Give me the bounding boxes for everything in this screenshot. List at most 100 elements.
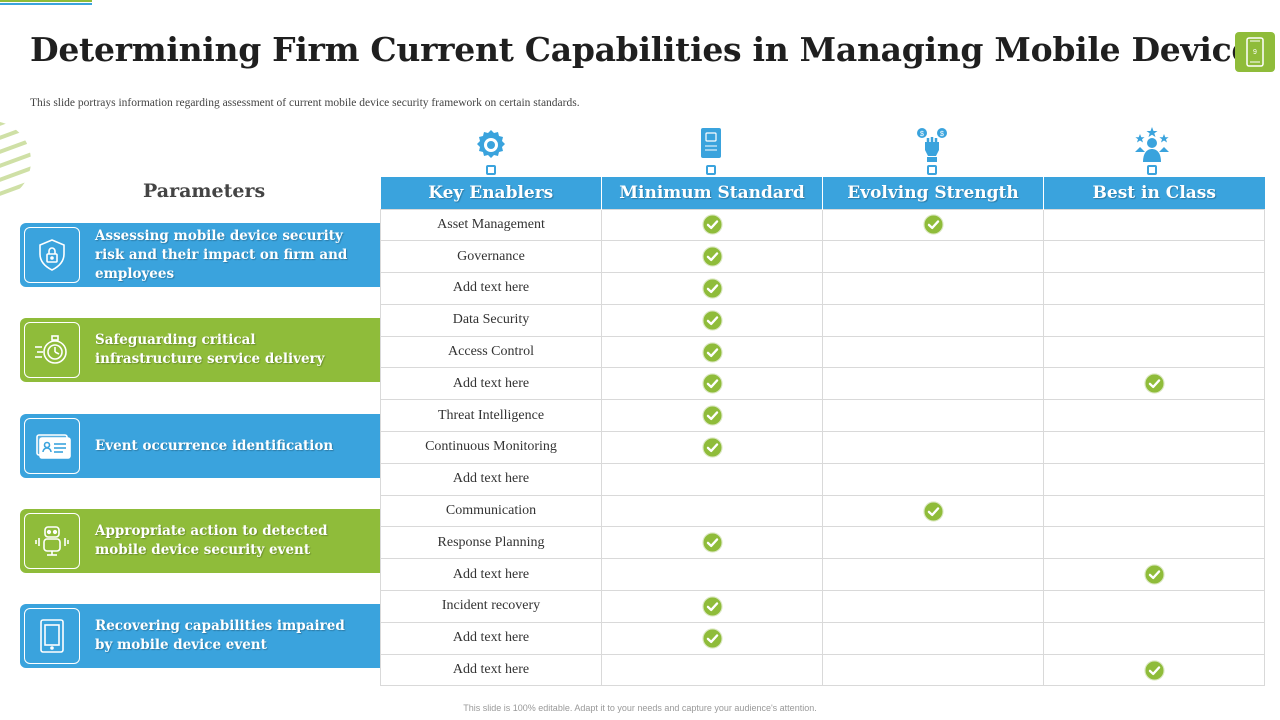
evolving-strength-cell bbox=[822, 653, 1044, 687]
table-row: Data Security bbox=[380, 303, 1265, 337]
header-minimum-standard: Minimum Standard bbox=[601, 177, 823, 209]
key-enabler-cell: Governance bbox=[380, 240, 602, 274]
header-evolving-strength: Evolving Strength bbox=[822, 177, 1044, 209]
minimum-standard-cell bbox=[601, 590, 823, 623]
best-in-class-cell bbox=[1043, 240, 1265, 274]
check-icon bbox=[701, 437, 723, 458]
header-best-in-class: Best in Class bbox=[1043, 177, 1265, 209]
column-icon-best-in-class bbox=[1132, 126, 1172, 175]
minimum-standard-cell bbox=[601, 272, 823, 305]
minimum-standard-cell bbox=[601, 526, 823, 560]
parameter-card-1: Assessing mobile device security risk an… bbox=[20, 223, 380, 287]
check-icon bbox=[922, 214, 944, 236]
column-connector-dot bbox=[486, 165, 496, 175]
best-in-class-cell bbox=[1043, 399, 1265, 433]
minimum-standard-cell bbox=[601, 431, 823, 464]
capabilities-table: Key Enablers Minimum Standard Evolving S… bbox=[380, 177, 1265, 687]
parameter-icon-box bbox=[24, 608, 80, 664]
table-row: Add text here bbox=[380, 462, 1265, 496]
tablet-icon bbox=[40, 619, 64, 653]
best-in-class-cell bbox=[1043, 208, 1265, 242]
table-row: Add text here bbox=[380, 653, 1265, 687]
parameter-icon-box bbox=[24, 322, 80, 378]
check-icon bbox=[701, 596, 723, 617]
parameter-text: Safeguarding critical infrastructure ser… bbox=[95, 332, 325, 367]
minimum-standard-cell bbox=[601, 303, 823, 337]
brain-gear-icon bbox=[477, 130, 505, 158]
column-connector-dot bbox=[927, 165, 937, 175]
best-in-class-cell bbox=[1043, 303, 1265, 337]
evolving-strength-cell bbox=[822, 240, 1044, 274]
parameter-text: Assessing mobile device security risk an… bbox=[95, 227, 348, 282]
phone-icon: 9 bbox=[1246, 37, 1264, 67]
id-card-icon bbox=[36, 434, 71, 459]
shield-lock-icon bbox=[39, 239, 65, 271]
best-in-class-cell bbox=[1043, 367, 1265, 401]
check-icon bbox=[1143, 564, 1165, 585]
parameter-card-5: Recovering capabilities impaired by mobi… bbox=[20, 604, 380, 668]
table-header-row: Key Enablers Minimum Standard Evolving S… bbox=[380, 177, 1265, 209]
best-in-class-cell bbox=[1043, 526, 1265, 560]
table-body: Asset Management Governance Add text here D… bbox=[380, 208, 1265, 687]
key-enabler-cell: Add text here bbox=[380, 462, 602, 496]
table-row: Response Planning bbox=[380, 526, 1265, 560]
page-subtitle: This slide portrays information regardin… bbox=[30, 97, 580, 109]
accent-line-green bbox=[0, 0, 92, 2]
check-icon bbox=[701, 278, 723, 299]
stopwatch-icon bbox=[35, 335, 67, 364]
page-title: Determining Firm Current Capabilities in… bbox=[30, 30, 1271, 69]
column-connector-dot bbox=[1147, 165, 1157, 175]
evolving-strength-cell bbox=[822, 526, 1044, 560]
key-enabler-cell: Add text here bbox=[380, 272, 602, 305]
robot-icon bbox=[35, 526, 69, 556]
table-row: Incident recovery bbox=[380, 590, 1265, 623]
parameter-card-3: Event occurrence identification bbox=[20, 414, 380, 478]
check-icon bbox=[701, 214, 723, 236]
parameter-icon-box bbox=[24, 418, 80, 474]
key-enabler-cell: Add text here bbox=[380, 653, 602, 687]
decorative-striped-circle bbox=[0, 121, 31, 201]
table-row: Access Control bbox=[380, 335, 1265, 369]
minimum-standard-cell bbox=[601, 208, 823, 242]
check-icon bbox=[1143, 659, 1165, 681]
key-enabler-cell: Asset Management bbox=[380, 208, 602, 242]
table-row: Communication bbox=[380, 494, 1265, 528]
minimum-standard-cell bbox=[601, 335, 823, 369]
check-icon bbox=[701, 628, 723, 649]
evolving-strength-cell bbox=[822, 272, 1044, 305]
parameter-card-4: Appropriate action to detected mobile de… bbox=[20, 509, 380, 573]
svg-text:$: $ bbox=[940, 131, 944, 138]
check-icon bbox=[701, 341, 723, 363]
check-icon bbox=[922, 500, 944, 522]
check-icon bbox=[701, 310, 723, 331]
team-star-icon bbox=[1135, 127, 1169, 162]
minimum-standard-cell bbox=[601, 653, 823, 687]
book-icon bbox=[701, 128, 721, 158]
page-number: 9 bbox=[1253, 49, 1257, 56]
minimum-standard-cell bbox=[601, 494, 823, 528]
parameters-heading: Parameters bbox=[143, 180, 266, 202]
key-enabler-cell: Add text here bbox=[380, 558, 602, 592]
svg-text:$: $ bbox=[920, 131, 924, 138]
minimum-standard-cell bbox=[601, 558, 823, 592]
best-in-class-cell bbox=[1043, 494, 1265, 528]
minimum-standard-cell bbox=[601, 462, 823, 496]
evolving-strength-cell bbox=[822, 462, 1044, 496]
evolving-strength-cell bbox=[822, 431, 1044, 464]
hand-coins-icon: $ $ bbox=[917, 128, 947, 162]
parameter-icon-box bbox=[24, 227, 80, 283]
best-in-class-cell bbox=[1043, 335, 1265, 369]
check-icon bbox=[701, 246, 723, 267]
parameter-icon-box bbox=[24, 513, 80, 569]
key-enabler-cell: Data Security bbox=[380, 303, 602, 337]
key-enabler-cell: Threat Intelligence bbox=[380, 399, 602, 433]
check-icon bbox=[1143, 373, 1165, 394]
column-connector-dot bbox=[706, 165, 716, 175]
table-row: Continuous Monitoring bbox=[380, 431, 1265, 464]
evolving-strength-cell bbox=[822, 590, 1044, 623]
check-icon bbox=[701, 532, 723, 553]
minimum-standard-cell bbox=[601, 367, 823, 401]
key-enabler-cell: Incident recovery bbox=[380, 590, 602, 623]
accent-line-blue bbox=[0, 3, 92, 5]
check-icon bbox=[701, 373, 723, 394]
